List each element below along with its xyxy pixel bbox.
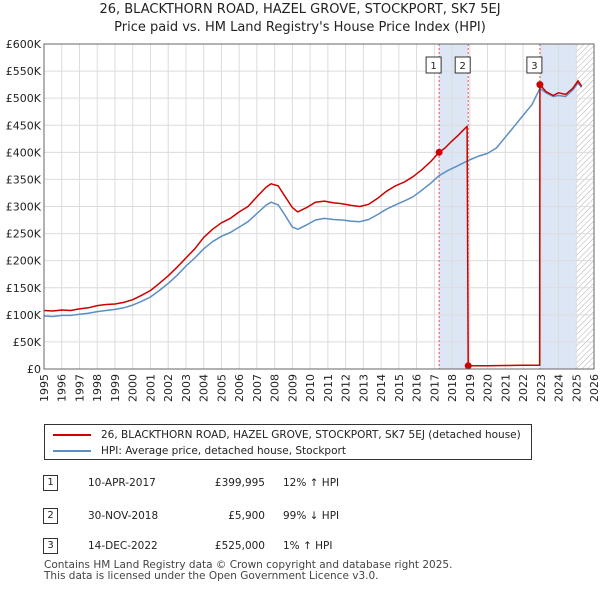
x-tick-label: 2015 bbox=[393, 374, 406, 402]
series-line-hpi bbox=[43, 82, 583, 318]
sale-hpi-change: 99% ↓ HPI bbox=[283, 510, 340, 522]
x-tick-label: 2006 bbox=[233, 374, 246, 402]
x-tick-label: 2000 bbox=[127, 374, 140, 402]
x-tick-label: 2025 bbox=[570, 374, 583, 402]
x-tick-label: 2016 bbox=[411, 374, 424, 402]
sale-marker-label-1: 1 bbox=[430, 61, 436, 72]
footer-licence: This data is licensed under the Open Gov… bbox=[44, 570, 379, 582]
sale-price: £5,900 bbox=[228, 510, 265, 522]
sale-marker-box-1 bbox=[425, 56, 442, 74]
sale-point-3 bbox=[536, 81, 544, 89]
sale-hpi-change: 1% ↑ HPI bbox=[283, 540, 333, 552]
x-tick-label: 2023 bbox=[535, 374, 548, 402]
legend-swatch-hpi bbox=[53, 450, 91, 452]
sale-number-badge: 2 bbox=[43, 508, 58, 524]
x-tick-label: 2009 bbox=[286, 374, 299, 402]
y-tick-label: £50K bbox=[13, 336, 42, 349]
sale-row: 1 10-APR-2017 £399,995 12% ↑ HPI bbox=[0, 475, 600, 495]
x-tick-label: 2020 bbox=[482, 374, 495, 402]
x-tick-label: 2004 bbox=[198, 374, 211, 402]
x-tick-label: 2021 bbox=[499, 374, 512, 402]
y-tick-label: £150K bbox=[6, 282, 42, 295]
x-tick-label: 1999 bbox=[109, 374, 122, 402]
x-tick-label: 2007 bbox=[251, 374, 264, 402]
x-tick-label: 2014 bbox=[375, 374, 388, 402]
legend-swatch-property bbox=[53, 434, 91, 436]
y-tick-label: £300K bbox=[6, 201, 42, 214]
x-tick-label: 2022 bbox=[517, 374, 530, 402]
x-tick-label: 2011 bbox=[322, 374, 335, 402]
x-tick-label: 2001 bbox=[144, 374, 157, 402]
chart-subtitle: Price paid vs. HM Land Registry's House … bbox=[114, 20, 486, 35]
y-tick-label: £600K bbox=[6, 38, 42, 51]
x-tick-label: 2017 bbox=[428, 374, 441, 402]
x-tick-label: 2003 bbox=[180, 374, 193, 402]
y-tick-label: £550K bbox=[6, 65, 42, 78]
x-tick-label: 1995 bbox=[38, 374, 51, 402]
sale-row: 3 14-DEC-2022 £525,000 1% ↑ HPI bbox=[0, 538, 600, 558]
x-tick-label: 2008 bbox=[269, 374, 282, 402]
x-tick-label: 2012 bbox=[340, 374, 353, 402]
sale-date: 14-DEC-2022 bbox=[88, 540, 158, 552]
sale-price: £399,995 bbox=[214, 477, 265, 489]
price-chart: £0 £50K £100K £150K £200K £250K £300K £350K £400… bbox=[6, 38, 600, 402]
sale-date: 10-APR-2017 bbox=[88, 477, 156, 489]
sale-point-1 bbox=[435, 148, 443, 156]
x-tick-label: 2010 bbox=[304, 374, 317, 402]
legend-label-property: 26, BLACKTHORN ROAD, HAZEL GROVE, STOCKP… bbox=[101, 429, 521, 441]
sale-marker-box-3 bbox=[526, 56, 543, 74]
x-tick-label: 2013 bbox=[357, 374, 370, 402]
y-tick-label: £500K bbox=[6, 92, 42, 105]
x-tick-label: 1996 bbox=[56, 374, 69, 402]
x-tick-label: 2019 bbox=[464, 374, 477, 402]
x-tick-label: 2024 bbox=[553, 374, 566, 402]
sale-date: 30-NOV-2018 bbox=[88, 510, 159, 522]
y-tick-label: £0 bbox=[27, 363, 41, 376]
x-tick-label: 2026 bbox=[588, 374, 600, 402]
sale-number-badge: 1 bbox=[43, 475, 58, 491]
sale-number-badge: 3 bbox=[43, 538, 58, 554]
y-tick-label: £400K bbox=[6, 146, 42, 159]
plot-frame bbox=[43, 43, 595, 370]
sale-row: 2 30-NOV-2018 £5,900 99% ↓ HPI bbox=[0, 508, 600, 528]
series-line-property bbox=[43, 80, 583, 367]
footer: Contains HM Land Registry data © Crown c… bbox=[44, 560, 452, 582]
x-tick-label: 2002 bbox=[162, 374, 175, 402]
y-tick-label: £100K bbox=[6, 309, 42, 322]
sale-price: £525,000 bbox=[214, 540, 265, 552]
sale-point-2 bbox=[464, 362, 472, 370]
sale-marker-label-3: 3 bbox=[531, 61, 537, 72]
legend: 26, BLACKTHORN ROAD, HAZEL GROVE, STOCKP… bbox=[44, 424, 532, 460]
x-tick-label: 1998 bbox=[91, 374, 104, 402]
sale-marker-label-2: 2 bbox=[460, 61, 466, 72]
y-tick-label: £350K bbox=[6, 173, 42, 186]
footer-copyright: Contains HM Land Registry data © Crown c… bbox=[44, 559, 453, 571]
legend-label-hpi: HPI: Average price, detached house, Stoc… bbox=[101, 445, 346, 457]
legend-item-property: 26, BLACKTHORN ROAD, HAZEL GROVE, STOCKP… bbox=[53, 427, 521, 443]
y-tick-label: £450K bbox=[6, 119, 42, 132]
x-tick-label: 2005 bbox=[215, 374, 228, 402]
sale-hpi-change: 12% ↑ HPI bbox=[283, 477, 340, 489]
y-tick-label: £200K bbox=[6, 255, 42, 268]
y-tick-label: £250K bbox=[6, 228, 42, 241]
sale-marker-box-2 bbox=[454, 56, 471, 74]
x-tick-label: 2018 bbox=[446, 374, 459, 402]
x-tick-label: 1997 bbox=[73, 374, 86, 402]
chart-title: 26, BLACKTHORN ROAD, HAZEL GROVE, STOCKP… bbox=[99, 2, 501, 17]
legend-item-hpi: HPI: Average price, detached house, Stoc… bbox=[53, 443, 346, 459]
